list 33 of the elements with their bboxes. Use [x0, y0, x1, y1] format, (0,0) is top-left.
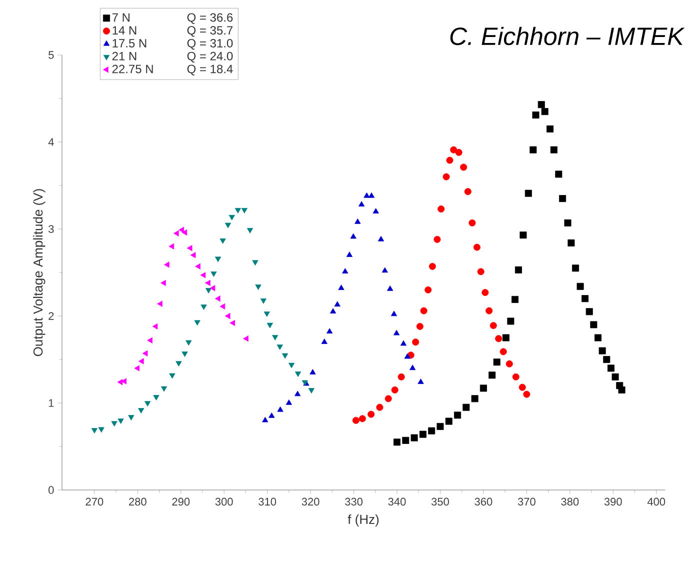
x-tick-label: 370 [518, 498, 536, 506]
y-tick-label: 1 [48, 399, 54, 407]
x-tick-label: 360 [474, 498, 492, 506]
x-tick-label: 380 [561, 498, 579, 506]
x-tick-label: 310 [258, 498, 276, 506]
legend-label: 14 N [112, 26, 136, 34]
text: Q = 36.6 [187, 13, 233, 24]
y-tick-label: 0 [48, 486, 54, 494]
x-tick-label: 270 [86, 498, 104, 506]
x-tick-label: 390 [604, 498, 622, 506]
legend-label: 21 N [112, 52, 136, 60]
legend-label: 7 N [112, 13, 130, 22]
y-tick-label: 2 [48, 312, 54, 320]
legend-label: 22.75 N [112, 64, 153, 74]
y-tick-label: 3 [48, 225, 54, 233]
annotation: Q = 24.0 [187, 52, 233, 63]
legend-label: 17.5 N [112, 39, 146, 48]
x-tick-label: 400 [647, 498, 666, 506]
y-axis-title: Output Voltage Amplitude (V) [33, 189, 46, 356]
text: Q = 31.0 [187, 38, 233, 50]
y-tick-label: 4 [48, 138, 54, 146]
x-tick-label: 340 [388, 498, 406, 506]
text: Q = 35.7 [187, 26, 233, 37]
x-tick-label: 290 [172, 498, 190, 506]
annotation: Q = 18.4 [187, 64, 233, 76]
x-axis-title: f (Hz) [348, 514, 379, 527]
x-tick-label: 320 [302, 498, 320, 506]
x-tick-label: 330 [345, 498, 363, 506]
x-tick-label: 350 [431, 498, 449, 506]
y-tick-label: 5 [48, 51, 54, 59]
x-tick-label: 300 [215, 498, 233, 506]
x-tick-label: 280 [129, 498, 146, 506]
text: C. Eichhorn – IMTEK [450, 26, 685, 46]
